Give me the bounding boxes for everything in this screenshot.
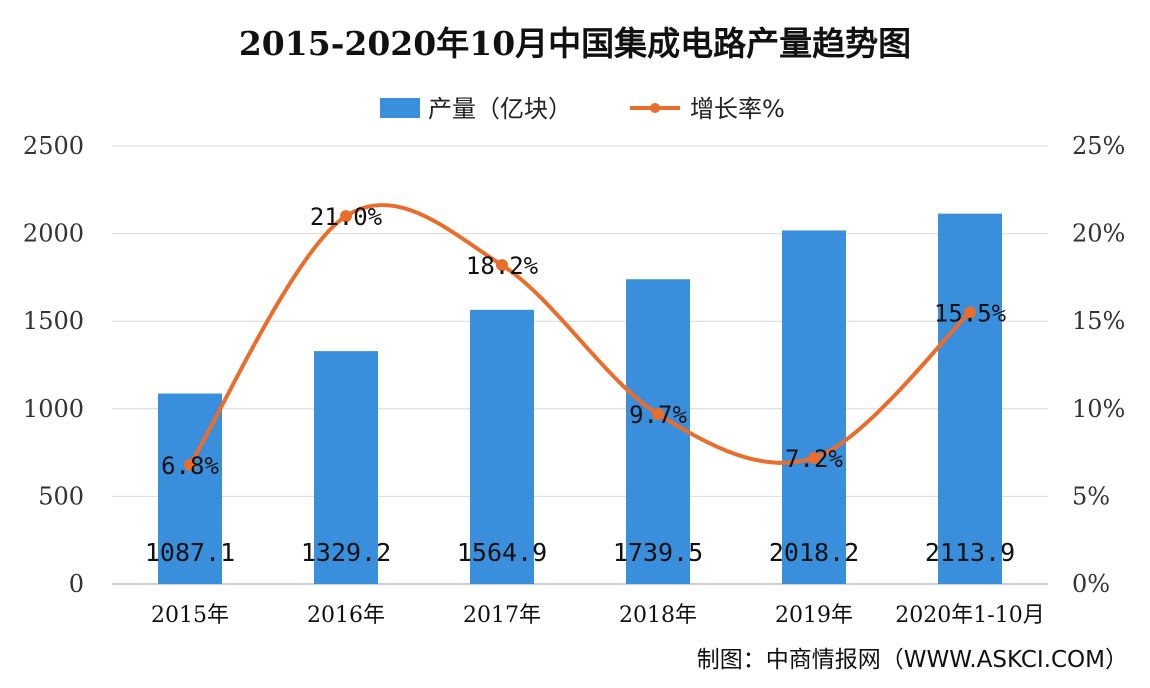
bar-data-label: 2113.9 — [925, 538, 1015, 567]
growth-rate-point — [964, 306, 976, 319]
right-axis-tick: 15% — [1072, 307, 1125, 335]
left-axis-tick: 0 — [69, 570, 84, 598]
line-data-labels: 6.8% 21.0% 18.2% 9.7% 7.2% 15.5% — [161, 203, 1007, 480]
left-axis-tick: 1000 — [23, 395, 84, 423]
legend-line-marker — [650, 103, 660, 113]
bar-data-label: 1329.2 — [301, 538, 391, 567]
category-tick: 2020年1-10月 — [895, 603, 1044, 628]
bar — [626, 279, 690, 584]
right-axis-tick: 10% — [1072, 395, 1125, 423]
bar-data-label: 2018.2 — [769, 538, 859, 567]
line-series — [184, 203, 976, 471]
legend-bar-label: 产量（亿块） — [428, 95, 572, 123]
growth-rate-label: 18.2% — [466, 252, 539, 280]
bar — [314, 351, 378, 584]
growth-rate-point — [340, 210, 352, 223]
bar-data-label: 1564.9 — [457, 538, 547, 567]
left-axis-tick: 2000 — [23, 220, 84, 248]
category-tick: 2018年 — [619, 603, 697, 628]
growth-rate-label: 7.2% — [785, 445, 843, 473]
bar — [470, 309, 534, 584]
left-axis-tick: 1500 — [23, 307, 84, 335]
left-axis-tick: 500 — [38, 482, 84, 510]
legend: 产量（亿块） 增长率% — [380, 95, 785, 123]
category-tick: 2016年 — [307, 603, 385, 628]
legend-line-label: 增长率% — [690, 95, 785, 123]
chart-title: 2015-2020年10月中国集成电路产量趋势图 — [239, 24, 911, 63]
category-axis: 2015年 2016年 2017年 2018年 2019年 2020年1-10月 — [151, 603, 1045, 628]
right-axis-tick: 25% — [1072, 132, 1125, 160]
left-axis-tick: 2500 — [23, 132, 84, 160]
category-tick: 2017年 — [463, 603, 541, 628]
bar-data-labels: 1087.1 1329.2 1564.9 1739.5 2018.2 2113.9 — [145, 538, 1015, 567]
growth-rate-point — [652, 408, 664, 421]
growth-rate-label: 6.8% — [161, 452, 219, 480]
growth-rate-point — [808, 451, 820, 464]
growth-rate-point — [184, 458, 196, 471]
bar-data-label: 1739.5 — [613, 538, 703, 567]
growth-rate-point — [496, 259, 508, 272]
category-tick: 2015年 — [151, 603, 229, 628]
left-axis: 0 500 1000 1500 2000 2500 — [23, 132, 84, 598]
category-tick: 2019年 — [775, 603, 853, 628]
right-axis-tick: 0% — [1072, 570, 1110, 598]
right-axis: 0% 5% 10% 15% 20% 25% — [1072, 132, 1125, 598]
growth-rate-label: 15.5% — [934, 299, 1007, 327]
right-axis-tick: 5% — [1072, 482, 1110, 510]
right-axis-tick: 20% — [1072, 220, 1125, 248]
bar — [938, 213, 1002, 584]
growth-rate-label: 9.7% — [629, 401, 687, 429]
gridlines — [112, 145, 1048, 585]
bar-series — [158, 213, 1002, 584]
legend-bar-swatch — [380, 98, 420, 118]
source-note: 制图：中商情报网（WWW.ASKCI.COM） — [697, 647, 1128, 673]
growth-rate-label: 21.0% — [310, 203, 383, 231]
growth-rate-line — [188, 203, 972, 467]
bar-data-label: 1087.1 — [145, 538, 235, 567]
bar — [782, 230, 846, 584]
